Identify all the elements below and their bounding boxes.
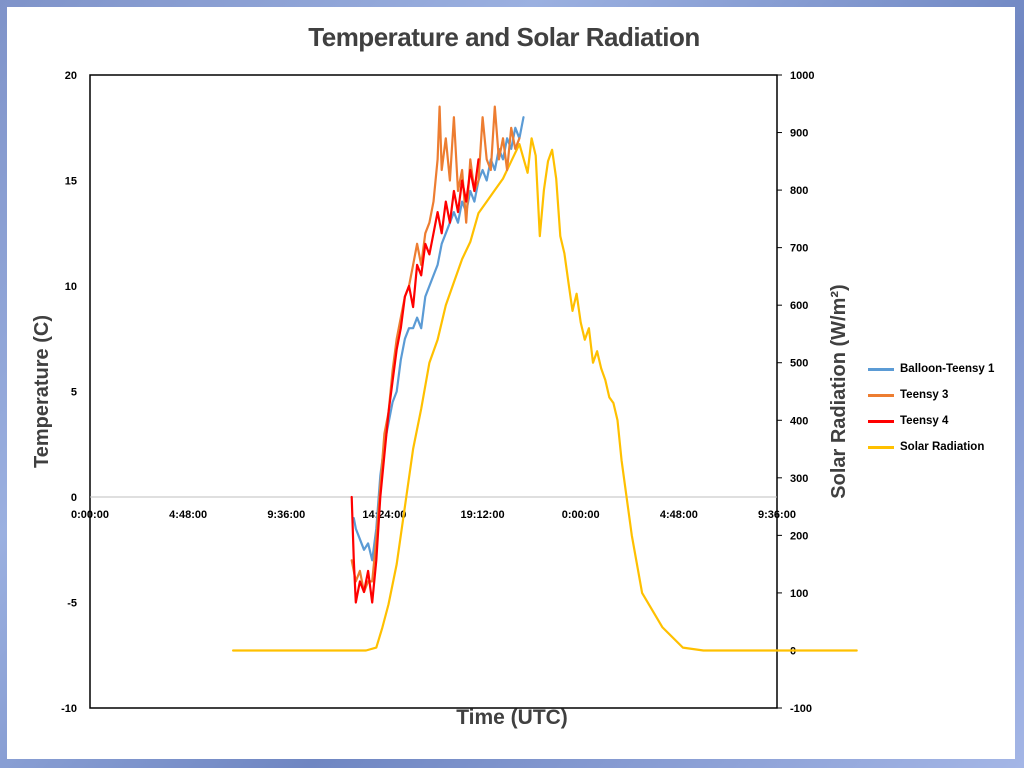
- y2-tick-label: 100: [790, 588, 808, 600]
- legend-item: Balloon-Teensy 1: [868, 356, 994, 382]
- legend-label: Teensy 3: [900, 389, 949, 401]
- y2-tick-label: 800: [790, 185, 808, 197]
- legend-item: Teensy 4: [868, 408, 994, 434]
- legend-swatch: [868, 445, 894, 449]
- legend-item: Teensy 3: [868, 382, 994, 408]
- chart-title: Temperature and Solar Radiation: [308, 22, 700, 52]
- x-axis-title: Time (UTC): [456, 706, 568, 729]
- y-tick-label: -5: [67, 598, 77, 610]
- legend-swatch: [868, 393, 894, 397]
- y2-tick-label: 600: [790, 300, 808, 312]
- y-tick-label: 10: [65, 281, 77, 293]
- legend-swatch: [868, 419, 894, 423]
- y-axis-title: Temperature (C): [31, 315, 53, 468]
- y2-tick-label: 1000: [790, 70, 814, 82]
- legend-swatch: [868, 367, 894, 371]
- series-line-solar-radiation: [232, 137, 858, 652]
- y2-tick-label: 400: [790, 415, 808, 427]
- legend-label: Solar Radiation: [900, 441, 985, 453]
- y-tick-label: 0: [71, 492, 77, 504]
- y2-tick-label: 500: [790, 358, 808, 370]
- y2-tick-label: 900: [790, 128, 808, 140]
- legend-item: Solar Radiation: [868, 434, 994, 460]
- plot-area-border: [89, 74, 778, 709]
- x-tick-label: 0:00:00: [71, 509, 109, 521]
- y2-axis-title: Solar Radiation (W/m²): [828, 284, 850, 498]
- x-tick-label: 9:36:00: [267, 509, 305, 521]
- x-tick-label: 0:00:00: [562, 509, 600, 521]
- y2-tick-label: -100: [790, 703, 812, 715]
- y-tick-label: 15: [65, 176, 77, 188]
- x-tick-label: 19:12:00: [461, 509, 505, 521]
- legend: Balloon-Teensy 1 Teensy 3 Teensy 4 Solar Ra…: [868, 356, 994, 460]
- x-tick-label: 4:48:00: [660, 509, 698, 521]
- x-tick-label: 14:24:00: [362, 509, 406, 521]
- y2-tick-label: 700: [790, 243, 808, 255]
- y-tick-label: 20: [65, 70, 77, 82]
- y2-tick-label: 300: [790, 473, 808, 485]
- y-tick-label: -10: [61, 703, 77, 715]
- y2-tick-label: 200: [790, 530, 808, 542]
- x-tick-label: 4:48:00: [169, 509, 207, 521]
- y-tick-label: 5: [71, 387, 77, 399]
- legend-label: Teensy 4: [900, 415, 949, 427]
- series-line-teensy-4: [350, 158, 480, 604]
- legend-label: Balloon-Teensy 1: [900, 363, 995, 375]
- x-tick-label: 9:36:00: [758, 509, 796, 521]
